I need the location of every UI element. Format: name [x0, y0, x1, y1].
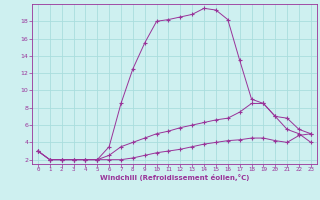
X-axis label: Windchill (Refroidissement éolien,°C): Windchill (Refroidissement éolien,°C) — [100, 174, 249, 181]
